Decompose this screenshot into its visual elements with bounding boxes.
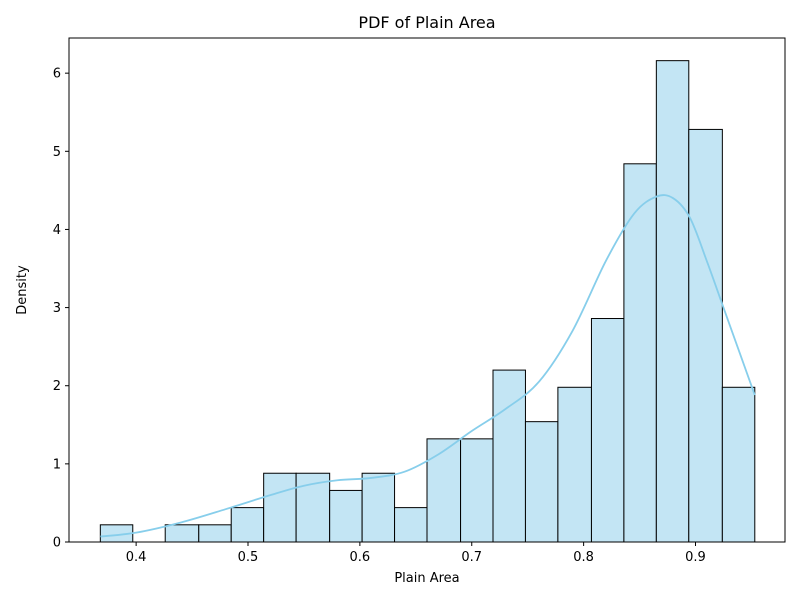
x-axis-ticks: 0.4 0.5 0.6 0.7 0.8 0.9 <box>126 542 706 565</box>
histogram-bar <box>524 421 559 543</box>
x-axis-title: Plain Area <box>394 571 459 586</box>
histogram-bar <box>721 386 756 543</box>
y-tick-label: 6 <box>53 67 61 82</box>
y-tick-label: 0 <box>53 536 61 551</box>
y-axis-title: Density <box>15 265 30 315</box>
y-tick-label: 5 <box>53 145 61 160</box>
y-tick-label: 1 <box>53 457 61 472</box>
histogram-bar <box>164 524 200 543</box>
histogram-bars <box>99 60 756 543</box>
y-tick-label: 4 <box>53 223 61 238</box>
y-tick-label: 3 <box>53 301 61 316</box>
x-tick-label: 0.4 <box>126 550 147 565</box>
histogram-bar <box>655 60 690 543</box>
histogram-bar <box>230 507 265 543</box>
histogram-bar <box>394 507 428 543</box>
histogram-bar <box>557 386 592 543</box>
histogram-bar <box>492 369 526 543</box>
histogram-bar <box>426 438 462 543</box>
kde-curve <box>100 194 756 538</box>
histogram-bar <box>688 128 723 543</box>
histogram-bar <box>460 438 494 543</box>
x-tick-label: 0.8 <box>573 550 594 565</box>
histogram-bar <box>198 524 232 543</box>
y-tick-label: 2 <box>53 379 61 394</box>
histogram-bar <box>361 472 396 543</box>
chart-title: PDF of Plain Area <box>358 13 495 32</box>
x-tick-label: 0.9 <box>685 550 706 565</box>
plot-frame <box>68 37 786 543</box>
histogram-bar <box>590 318 625 543</box>
x-tick-label: 0.6 <box>350 550 371 565</box>
y-axis-ticks: 0 1 2 3 4 5 6 <box>53 67 69 551</box>
histogram-bar <box>329 489 363 543</box>
histogram-bar <box>263 472 297 543</box>
x-tick-label: 0.7 <box>461 550 482 565</box>
x-tick-label: 0.5 <box>238 550 259 565</box>
